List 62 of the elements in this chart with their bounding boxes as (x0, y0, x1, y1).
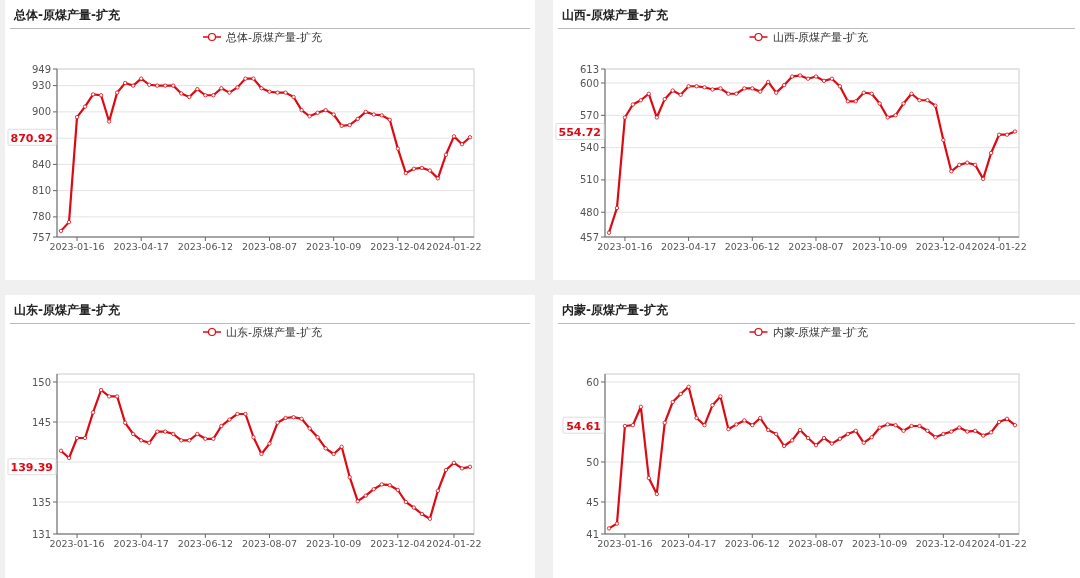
legend-label: 总体-原煤产量-扩充 (225, 31, 322, 44)
y-tick-label: 510 (579, 174, 599, 186)
legend-label: 山东-原煤产量-扩充 (226, 326, 322, 339)
y-tick-label: 949 (31, 63, 51, 75)
y-tick-label: 41 (586, 528, 599, 540)
y-tick-label: 145 (31, 416, 51, 428)
x-tick-label: 2024-01-22 (426, 538, 482, 549)
x-tick-label: 2023-10-09 (852, 241, 908, 252)
y-tick-label: 613 (579, 63, 599, 75)
y-tick-label: 540 (579, 142, 599, 154)
x-tick-label: 2024-01-22 (971, 241, 1027, 252)
x-tick-label: 2023-01-16 (49, 241, 105, 252)
x-tick-label: 2023-01-16 (597, 241, 653, 252)
y-tick-label: 50 (586, 456, 599, 468)
y-tick-label: 135 (31, 496, 51, 508)
x-tick-label: 2023-12-04 (370, 538, 426, 549)
x-tick-label: 2023-10-09 (306, 538, 362, 549)
x-tick-label: 2023-01-16 (597, 538, 653, 549)
y-tick-label: 900 (31, 106, 51, 118)
x-tick-label: 2023-06-12 (177, 241, 233, 252)
x-tick-label: 2023-08-07 (788, 241, 844, 252)
y-tick-label: 930 (31, 80, 51, 92)
y-tick-label: 570 (579, 109, 599, 121)
y-tick-label: 45 (586, 496, 599, 508)
y-tick-label: 780 (31, 211, 51, 223)
x-tick-label: 2023-08-07 (241, 538, 298, 549)
x-tick-label: 2023-12-04 (915, 538, 971, 549)
y-tick-label: 150 (31, 376, 51, 388)
text: 54.61 (566, 419, 601, 433)
chart-title: 山西-原煤产量-扩充 (562, 8, 669, 22)
y-tick-label: 480 (579, 206, 599, 218)
legend-label: 内蒙-原煤产量-扩充 (772, 326, 869, 339)
y-tick-label: 457 (579, 231, 599, 243)
y-tick-label: 131 (31, 528, 51, 540)
x-tick-label: 2023-06-12 (177, 538, 233, 549)
x-tick-label: 2024-01-22 (971, 538, 1027, 549)
text: 554.72 (558, 125, 601, 139)
x-tick-label: 2023-10-09 (852, 538, 908, 549)
x-tick-label: 2023-01-16 (49, 538, 105, 549)
text: 870.92 (10, 131, 53, 145)
x-tick-label: 2023-10-09 (306, 241, 362, 252)
x-tick-label: 2023-04-17 (113, 241, 169, 252)
y-tick-label: 840 (31, 158, 51, 170)
x-tick-label: 2023-12-04 (915, 241, 971, 252)
x-tick-label: 2023-04-17 (113, 538, 169, 549)
text: 139.39 (10, 461, 53, 475)
x-tick-label: 2023-04-17 (661, 538, 717, 549)
x-tick-label: 2023-12-04 (370, 241, 426, 252)
y-tick-label: 60 (586, 376, 599, 388)
y-tick-label: 810 (31, 185, 51, 197)
x-tick-label: 2023-08-07 (788, 538, 844, 549)
chart-title: 山东-原煤产量-扩充 (14, 303, 121, 317)
x-tick-label: 2023-06-12 (724, 241, 780, 252)
x-tick-label: 2023-06-12 (724, 538, 780, 549)
chart-title: 内蒙-原煤产量-扩充 (562, 303, 669, 317)
x-tick-label: 2023-08-07 (241, 241, 298, 252)
x-tick-label: 2023-04-17 (661, 241, 717, 252)
legend-label: 山西-原煤产量-扩充 (772, 31, 869, 44)
chart-title: 总体-原煤产量-扩充 (13, 8, 121, 22)
x-tick-label: 2024-01-22 (426, 241, 482, 252)
y-tick-label: 600 (579, 77, 599, 89)
y-tick-label: 757 (31, 231, 51, 243)
